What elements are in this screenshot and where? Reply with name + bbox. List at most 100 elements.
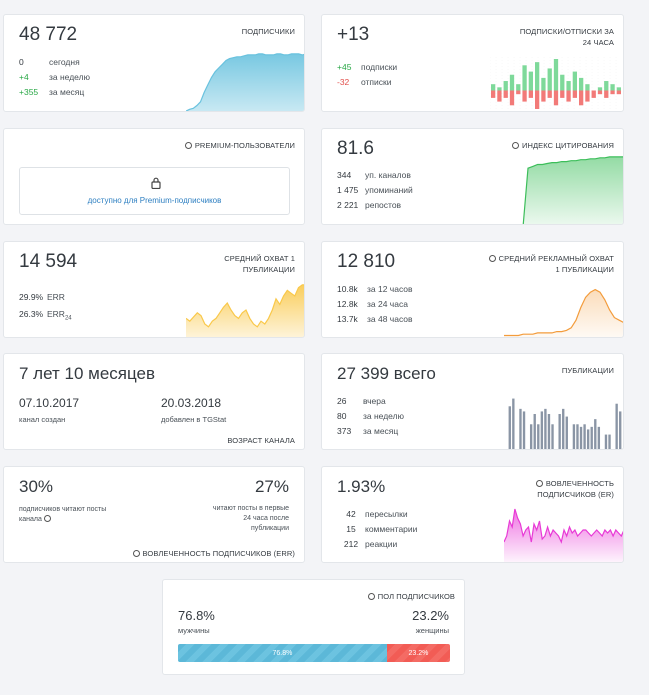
chart-area	[186, 284, 304, 337]
unsubs-bar	[560, 90, 565, 98]
stat-label: реакции	[365, 539, 398, 549]
ad-reach-chart	[504, 288, 623, 337]
publication-bar	[562, 408, 565, 449]
subs-unsubs-label: подписки/отписки за 24 часа	[519, 27, 614, 47]
subscribers-card[interactable]: 48 772 подписчики 0 сегодня +4 за неделю +…	[3, 14, 305, 112]
subs-unsubs-stats: +45 подписки -32 отписки	[337, 60, 397, 90]
ad-reach-value: 12 810	[337, 251, 396, 272]
stat-value: +4	[19, 72, 29, 82]
stat-row: 373 за месяц	[337, 424, 404, 439]
unsubs-bar	[547, 90, 552, 98]
created-label: канал создан	[19, 415, 66, 424]
gender-label: пол подписчиков	[295, 591, 455, 602]
premium-lock-box[interactable]: доступно для Premium-подписчиков	[19, 167, 290, 215]
avg-reach-card[interactable]: 14 594 средний охват 1 публикации 29.9% E…	[3, 241, 305, 338]
stat-value: 1 475	[337, 185, 359, 195]
stat-label: сегодня	[49, 57, 80, 67]
stat-row: +355 за месяц	[19, 85, 90, 100]
female-value: 23.2%	[412, 608, 449, 623]
unsubs-bar	[585, 90, 590, 102]
stat-row: 15 комментарии	[337, 522, 417, 537]
stat-value: 10.8k	[337, 284, 358, 294]
age-card[interactable]: 7 лет 10 месяцев 07.10.2017 канал создан…	[3, 353, 305, 450]
publications-stats: 26 вчера 80 за неделю 373 за месяц	[337, 394, 404, 439]
subscribers-count: 48 772	[19, 24, 78, 45]
publication-bar	[615, 403, 618, 449]
stat-value: 42	[346, 509, 356, 519]
stat-label: за 24 часа	[367, 299, 408, 309]
publication-bar	[522, 411, 526, 449]
stat-label: за 12 часов	[367, 284, 413, 294]
stat-label: вчера	[363, 396, 386, 406]
subs-bar	[535, 62, 540, 91]
stat-label: за месяц	[49, 87, 85, 97]
subs-bar	[541, 77, 546, 91]
subs-bar	[585, 84, 590, 91]
err-card[interactable]: 30% подписчиков читают посты канала 27% …	[3, 466, 305, 563]
unsubs-bar	[541, 90, 546, 102]
stat-value: +45	[337, 62, 352, 72]
stat-row: 29.9% ERR	[19, 289, 72, 306]
ad-reach-card[interactable]: 12 810 средний рекламный охват 1 публика…	[321, 241, 624, 338]
question-icon	[367, 592, 375, 600]
publication-bar	[547, 414, 551, 449]
chart-line	[504, 508, 623, 544]
male-bar: 76.8%	[178, 644, 387, 662]
stat-label: ERR24	[47, 309, 72, 322]
stat-value: 15	[346, 524, 356, 534]
err-subscript: 24	[64, 315, 72, 322]
stat-row: 344 уп. каналов	[337, 168, 413, 183]
subs-bar	[528, 71, 533, 91]
question-icon	[184, 141, 192, 149]
stat-row: 26.3% ERR24	[19, 306, 72, 328]
stat-label: за месяц	[363, 426, 399, 436]
subs-balance: +13	[337, 24, 370, 45]
chart-line	[186, 284, 304, 328]
gender-card[interactable]: пол подписчиков 76.8% мужчины 23.2% женщ…	[162, 579, 465, 675]
chart-area	[523, 156, 623, 224]
publications-card[interactable]: 27 399 всего публикации 26 вчера 80 за нед…	[321, 353, 624, 450]
publication-bar	[576, 424, 579, 449]
male-value: 76.8%	[178, 608, 215, 623]
male-label: мужчины	[178, 626, 210, 635]
chart-line	[186, 53, 304, 111]
unsubs-bar	[522, 90, 527, 102]
publication-bar	[540, 411, 544, 449]
question-icon	[535, 479, 543, 487]
stat-row: +45 подписки	[337, 60, 397, 75]
publication-bar	[597, 426, 601, 449]
stat-label: ERR	[47, 292, 65, 302]
publication-bar	[586, 429, 590, 449]
stat-value: -32	[337, 77, 350, 87]
unsubs-bar	[535, 90, 540, 109]
avg-reach-label: средний охват 1 публикации	[224, 254, 295, 274]
publication-bar	[583, 424, 586, 449]
subs-bar	[616, 87, 621, 91]
stat-row: 2 221 репостов	[337, 198, 413, 213]
citation-index: 81.6	[337, 138, 374, 159]
subs-unsubs-card[interactable]: +13 подписки/отписки за 24 часа +45 подпи…	[321, 14, 624, 112]
avg-reach-chart	[186, 284, 304, 337]
er-chart	[504, 508, 623, 562]
publication-bar	[608, 434, 611, 449]
stat-value: 212	[343, 539, 359, 549]
unsubs-bar	[616, 90, 621, 95]
chart-area	[504, 289, 623, 337]
stat-value: 29.9%	[19, 292, 44, 302]
question-icon	[43, 514, 51, 522]
er-card[interactable]: 1.93% вовлеченность подписчиков (ER) 42 п…	[321, 466, 624, 563]
subs-bar	[522, 65, 527, 91]
stat-value: 12.8k	[337, 299, 358, 309]
publication-bar	[537, 424, 540, 449]
unsubs-bar	[604, 90, 609, 98]
ad-reach-label: средний рекламный охват 1 публикации	[484, 253, 614, 275]
subs-bar	[553, 59, 559, 91]
gender-bar: 76.8% 23.2%	[178, 644, 450, 662]
citation-label: индекс цитирования	[434, 140, 614, 151]
chart-area	[186, 53, 304, 111]
subs-bar	[491, 84, 496, 91]
premium-card[interactable]: Premium-пользователи доступно для Premiu…	[3, 128, 305, 225]
citation-card[interactable]: 81.6 индекс цитирования 344 уп. каналов 1…	[321, 128, 624, 225]
created-date: 07.10.2017	[19, 396, 80, 410]
premium-link[interactable]: доступно для Premium-подписчиков	[87, 196, 222, 205]
